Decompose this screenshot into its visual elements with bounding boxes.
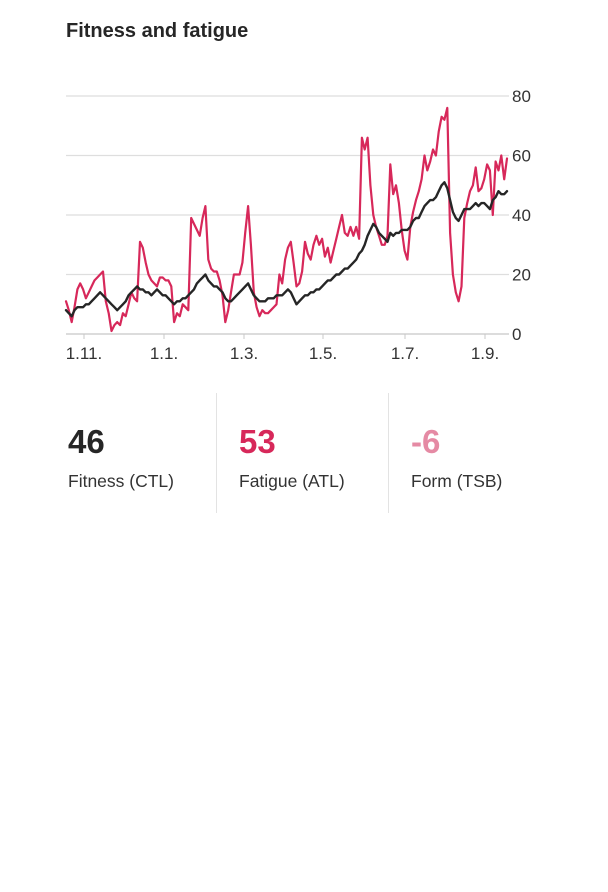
series-layer bbox=[64, 106, 509, 333]
y-tick-label: 60 bbox=[512, 147, 531, 166]
y-tick-label: 80 bbox=[512, 87, 531, 106]
stat-divider bbox=[216, 393, 217, 513]
grid-lines bbox=[66, 95, 509, 335]
x-tick-label: 1.7. bbox=[391, 344, 419, 363]
x-tick-label: 1.1. bbox=[150, 344, 178, 363]
stat-value-fatigue: 53 bbox=[239, 423, 276, 460]
x-axis-labels: 1.11. 1.1. 1.3. 1.5. 1.7. 1.9. bbox=[66, 334, 499, 363]
x-tick-label: 1.11. bbox=[66, 344, 103, 363]
fitness-series-line bbox=[64, 181, 509, 318]
stat-label-fitness: Fitness (CTL) bbox=[68, 471, 174, 491]
y-tick-label: 0 bbox=[512, 325, 521, 344]
stat-value-fitness: 46 bbox=[68, 423, 105, 460]
stat-label-fatigue: Fatigue (ATL) bbox=[239, 471, 345, 491]
fitness-fatigue-chart: 0 20 40 60 80 1.11. 1.1. 1.3. 1.5. 1.7. 1.9. bbox=[64, 87, 531, 363]
stat-label-form: Form (TSB) bbox=[411, 471, 503, 491]
x-tick-label: 1.9. bbox=[471, 344, 499, 363]
stat-divider bbox=[388, 393, 389, 513]
fatigue-series-line bbox=[64, 106, 509, 333]
chart-title: Fitness and fatigue bbox=[66, 20, 249, 42]
y-tick-label: 20 bbox=[512, 266, 531, 285]
stats-panel: 46 Fitness (CTL) 53 Fatigue (ATL) -6 For… bbox=[48, 393, 588, 513]
x-tick-label: 1.5. bbox=[309, 344, 337, 363]
y-axis-labels: 0 20 40 60 80 bbox=[512, 87, 531, 344]
x-tick-label: 1.3. bbox=[230, 344, 258, 363]
y-tick-label: 40 bbox=[512, 206, 531, 225]
stat-value-form: -6 bbox=[411, 423, 441, 460]
